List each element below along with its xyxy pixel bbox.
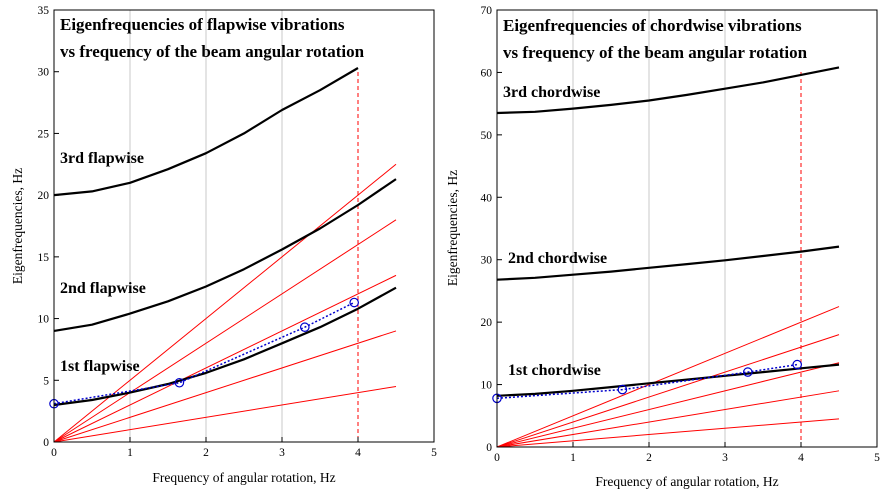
plot-frame (496, 9, 878, 448)
y-tick-label: 30 (481, 255, 493, 267)
y-tick-label: 40 (481, 192, 493, 204)
harmonic-line-0.5P (496, 418, 840, 448)
x-tick-label: 2 (646, 452, 652, 464)
measured-point (792, 359, 802, 370)
x-tick-label: 3 (722, 452, 728, 464)
mode-curve-2 (496, 245, 840, 281)
y-tick-label: 60 (481, 67, 493, 79)
measured-point (617, 384, 628, 395)
chart-title-line-1: Eigenfrequencies of chordwise vibrations (503, 16, 802, 35)
x-tick-label: 4 (355, 447, 361, 459)
chart-title-line-1: Eigenfrequencies of flapwise vibrations (60, 15, 345, 34)
x-tick-label: 3 (279, 447, 285, 459)
x-axis-title: Frequency of angular rotation, Hz (152, 470, 335, 485)
x-tick-label: 2 (203, 447, 209, 459)
mode-curve-2 (53, 178, 397, 332)
mode-label-1st-flapwise: 1st flapwise (60, 358, 140, 375)
y-axis-title: Eigenfrequencies, Hz (445, 170, 460, 286)
mode-curve-1 (53, 67, 359, 197)
harmonic-line-1P (496, 390, 840, 448)
y-axis-title: Eigenfrequencies, Hz (10, 168, 25, 284)
y-tick-label: 0 (486, 442, 492, 454)
x-axis-title: Frequency of angular rotation, Hz (595, 474, 778, 489)
x-tick-label: 5 (874, 452, 880, 464)
mode-label-1st-chordwise: 1st chordwise (508, 362, 601, 379)
y-tick-label: 10 (38, 314, 50, 326)
harmonic-line-3P (53, 274, 397, 443)
mode-label-2nd-chordwise: 2nd chordwise (508, 250, 607, 267)
x-tick-label: 0 (494, 452, 500, 464)
harmonic-line-2P (496, 334, 840, 448)
mode-curve-1 (496, 66, 840, 115)
harmonic-line-5P (53, 163, 397, 443)
y-tick-label: 20 (38, 190, 50, 202)
y-tick-label: 20 (481, 317, 493, 329)
y-tick-label: 50 (481, 130, 493, 142)
x-tick-label: 4 (798, 452, 804, 464)
flapwise-chart: 0 1 2 3 4 5 0 5 10 15 20 25 30 35 Eigenfrequencies of… (10, 5, 437, 485)
y-tick-label: 15 (38, 252, 50, 264)
harmonic-line-1P (53, 385, 397, 443)
y-tick-label: 30 (38, 67, 50, 79)
y-tick-label: 35 (38, 5, 50, 17)
mode-label-3rd-chordwise: 3rd chordwise (503, 84, 600, 101)
measured-point (174, 377, 185, 388)
mode-label-3rd-flapwise: 3rd flapwise (60, 150, 144, 167)
y-tick-label: 70 (481, 5, 493, 17)
harmonic-line-2P (53, 330, 397, 443)
y-tick-label: 25 (38, 128, 50, 140)
harmonic-line-2.5P (496, 306, 840, 448)
plot-frame (53, 9, 435, 443)
measured-line (496, 363, 798, 400)
x-tick-label: 1 (127, 447, 133, 459)
x-tick-label: 0 (51, 447, 57, 459)
y-tick-label: 10 (481, 380, 493, 392)
mode-label-2nd-flapwise: 2nd flapwise (60, 280, 146, 297)
harmonic-line-1.5P (496, 362, 840, 448)
mode-curve-3 (496, 363, 840, 397)
measured-point (349, 297, 359, 308)
x-tick-label: 1 (570, 452, 576, 464)
chart-title-line-2: vs frequency of the beam angular rotatio… (60, 42, 365, 61)
harmonic-line-4P (53, 219, 397, 443)
measured-point (742, 367, 753, 377)
y-tick-label: 5 (43, 375, 49, 387)
measured-point (299, 322, 310, 333)
chart-title-line-2: vs frequency of the beam angular rotatio… (503, 43, 808, 62)
y-tick-label: 0 (43, 437, 49, 449)
mode-curve-3 (53, 286, 397, 407)
x-tick-label: 5 (431, 447, 437, 459)
